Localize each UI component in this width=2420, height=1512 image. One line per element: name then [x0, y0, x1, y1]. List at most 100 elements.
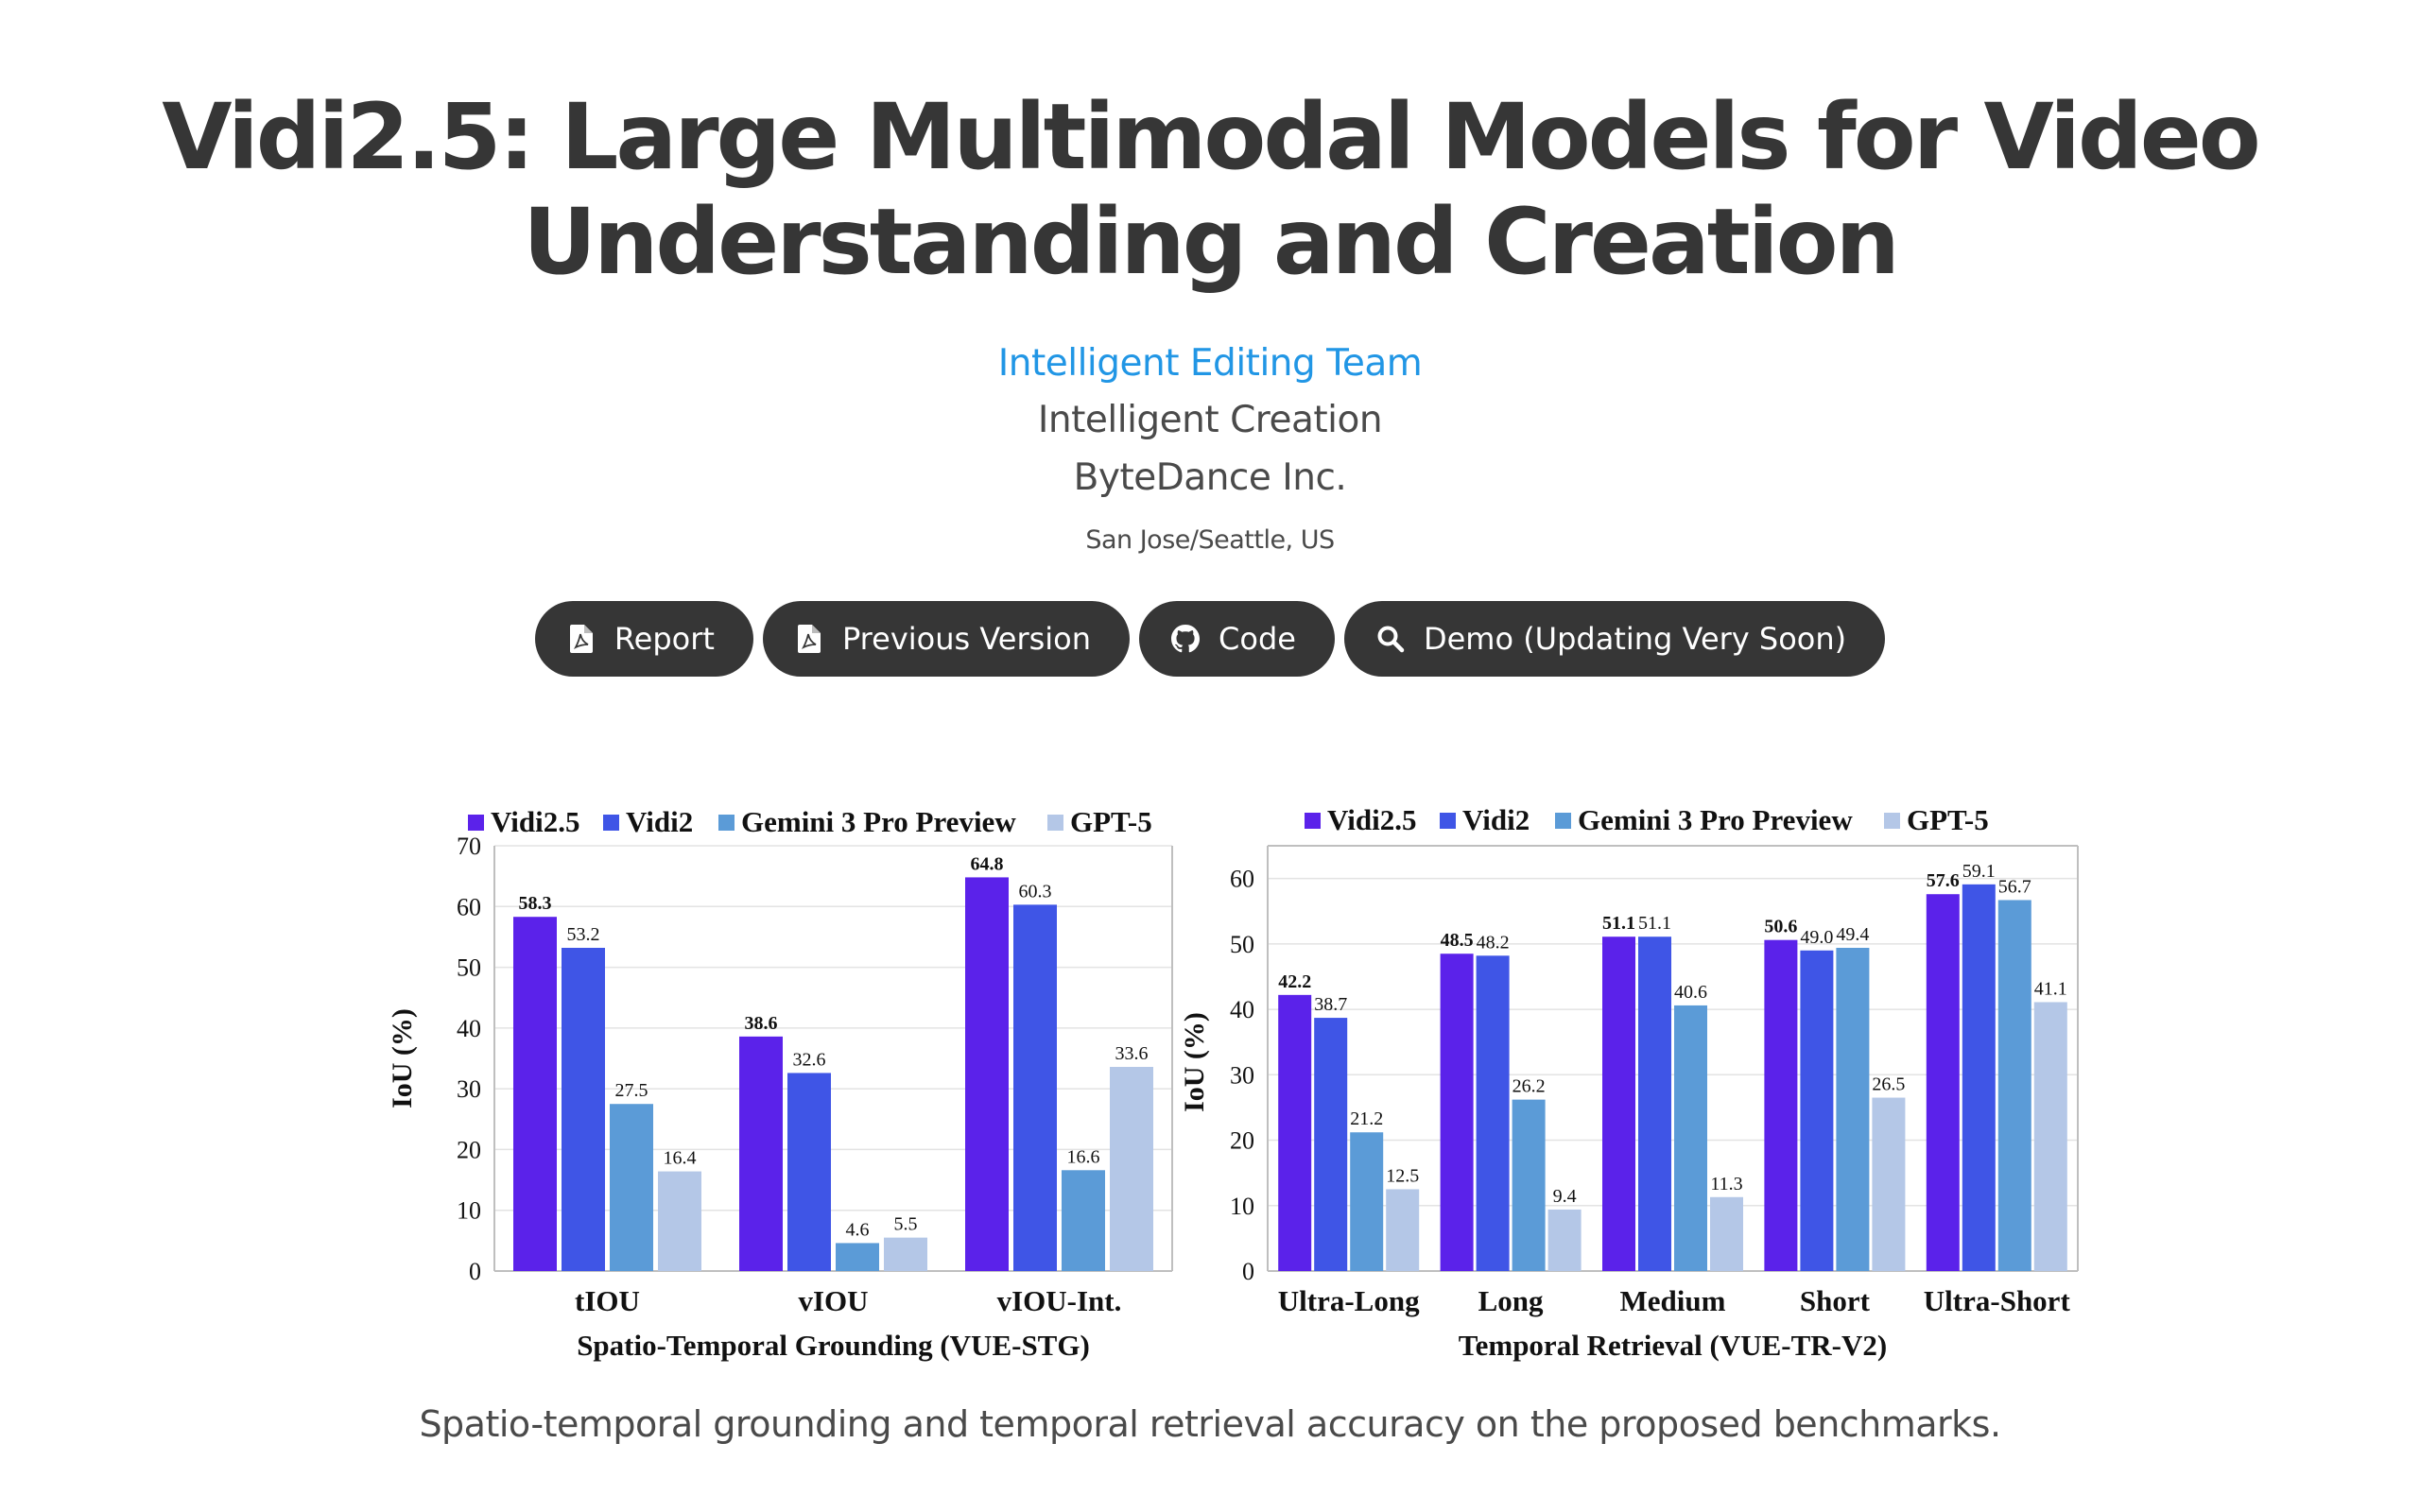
- data-label: 56.7: [1998, 876, 2031, 897]
- data-label: 26.5: [1872, 1074, 1905, 1095]
- legend-label: Gemini 3 Pro Preview: [1578, 803, 1853, 836]
- y-tick-label: 40: [1230, 996, 1254, 1023]
- category-label: Ultra-Long: [1278, 1284, 1420, 1317]
- legend-swatch: [603, 815, 619, 831]
- bar: [1013, 904, 1057, 1271]
- bar: [965, 877, 1009, 1271]
- figure-caption: Spatio-temporal grounding and temporal r…: [419, 1403, 2001, 1445]
- bar: [1710, 1196, 1743, 1271]
- demo-label: Demo (Updating Very Soon): [1423, 621, 1847, 657]
- results-figure: 0 10 20 30 40 50 60 70 58.3 53.2 27.5 16.4 tIOU 38.6 3…: [383, 792, 2084, 1397]
- category-label: Short: [1800, 1284, 1871, 1317]
- y-tick-label: 10: [1230, 1193, 1254, 1220]
- previous-version-label: Previous Version: [841, 621, 1092, 657]
- data-label: 4.6: [846, 1219, 870, 1240]
- y-tick-label: 40: [457, 1015, 481, 1042]
- bar: [1638, 936, 1671, 1271]
- report-button[interactable]: Report: [534, 601, 753, 677]
- x-axis-title: Temporal Retrieval (VUE-TR-V2): [1459, 1329, 1887, 1362]
- bar: [1547, 1209, 1582, 1271]
- legend-swatch: [1047, 815, 1063, 831]
- legend-label: Vidi2.5: [491, 805, 579, 838]
- y-tick-label: 20: [1230, 1127, 1254, 1155]
- x-axis-title: Spatio-Temporal Grounding (VUE-STG): [577, 1329, 1090, 1362]
- bar: [787, 1073, 831, 1271]
- legend-label: Vidi2.5: [1327, 803, 1416, 836]
- data-label: 50.6: [1764, 917, 1797, 937]
- location: San Jose/Seattle, US: [1085, 525, 1335, 555]
- affiliation-2: ByteDance Inc.: [1073, 456, 1347, 499]
- data-label: 9.4: [1553, 1186, 1577, 1207]
- data-label: 49.4: [1836, 924, 1869, 945]
- file-pdf-icon: [567, 624, 596, 654]
- category-label: vIOU: [798, 1284, 868, 1317]
- y-tick-label: 30: [1230, 1061, 1254, 1089]
- data-label: 41.1: [2034, 978, 2067, 999]
- bar: [1872, 1097, 1906, 1271]
- data-label: 49.0: [1800, 927, 1833, 948]
- legend-swatch: [1305, 813, 1321, 829]
- bar: [1764, 939, 1798, 1271]
- y-tick-label: 50: [457, 954, 481, 982]
- bar: [610, 1104, 653, 1271]
- data-label: 42.2: [1278, 971, 1311, 992]
- bar: [1997, 900, 2031, 1271]
- bar: [1386, 1189, 1420, 1271]
- bar: [1800, 950, 1834, 1271]
- bar: [739, 1036, 783, 1271]
- team-link[interactable]: Intelligent Editing Team: [997, 342, 1423, 385]
- bar: [1602, 936, 1635, 1271]
- bar: [513, 917, 557, 1271]
- y-tick-label: 60: [457, 893, 481, 920]
- legend-label: Gemini 3 Pro Preview: [741, 805, 1016, 838]
- github-icon: [1171, 624, 1201, 654]
- category-label: vIOU-Int.: [997, 1284, 1122, 1317]
- legend-label: GPT-5: [1907, 803, 1989, 836]
- data-label: 64.8: [971, 853, 1004, 874]
- data-label: 27.5: [615, 1080, 648, 1101]
- y-tick-label: 20: [457, 1136, 481, 1163]
- data-label: 38.7: [1314, 994, 1347, 1015]
- data-label: 57.6: [1927, 870, 1960, 891]
- bar: [1350, 1132, 1384, 1271]
- data-label: 11.3: [1710, 1174, 1742, 1194]
- data-label: 38.6: [745, 1013, 778, 1034]
- legend-swatch: [1884, 813, 1900, 829]
- category-label: Ultra-Short: [1924, 1284, 2071, 1317]
- search-icon: [1376, 624, 1405, 654]
- bar: [1062, 1170, 1105, 1271]
- bar: [562, 948, 605, 1271]
- bar: [1962, 884, 1996, 1271]
- category-label: Long: [1478, 1284, 1544, 1317]
- category-label: tIOU: [575, 1284, 640, 1317]
- legend-swatch: [1555, 813, 1571, 829]
- report-label: Report: [614, 621, 715, 657]
- code-button[interactable]: Code: [1139, 601, 1335, 677]
- data-label: 48.2: [1477, 932, 1510, 953]
- title-line-2: Understanding and Creation: [523, 189, 1900, 295]
- y-axis-title: IoU (%): [387, 1008, 418, 1108]
- data-label: 26.2: [1512, 1076, 1546, 1097]
- y-tick-label: 10: [457, 1197, 481, 1225]
- bar: [2033, 1002, 2067, 1271]
- bar: [1926, 894, 1960, 1271]
- y-tick-label: 70: [457, 833, 481, 860]
- bar: [1836, 948, 1870, 1271]
- data-label: 5.5: [894, 1214, 918, 1235]
- bar: [1440, 954, 1474, 1271]
- bar: [1314, 1018, 1348, 1271]
- category-label: Medium: [1620, 1284, 1726, 1317]
- previous-version-button[interactable]: Previous Version: [762, 601, 1131, 677]
- bar: [836, 1243, 879, 1271]
- data-label: 51.1: [1638, 913, 1671, 934]
- legend-swatch: [1440, 813, 1456, 829]
- y-tick-label: 0: [469, 1258, 481, 1285]
- bar: [658, 1171, 701, 1271]
- data-label: 32.6: [793, 1049, 826, 1070]
- bar: [1512, 1099, 1546, 1271]
- bar: [1278, 994, 1312, 1271]
- demo-button[interactable]: Demo (Updating Very Soon): [1343, 601, 1886, 677]
- data-label: 33.6: [1115, 1043, 1149, 1064]
- y-tick-label: 30: [457, 1075, 481, 1103]
- data-label: 59.1: [1962, 861, 1996, 882]
